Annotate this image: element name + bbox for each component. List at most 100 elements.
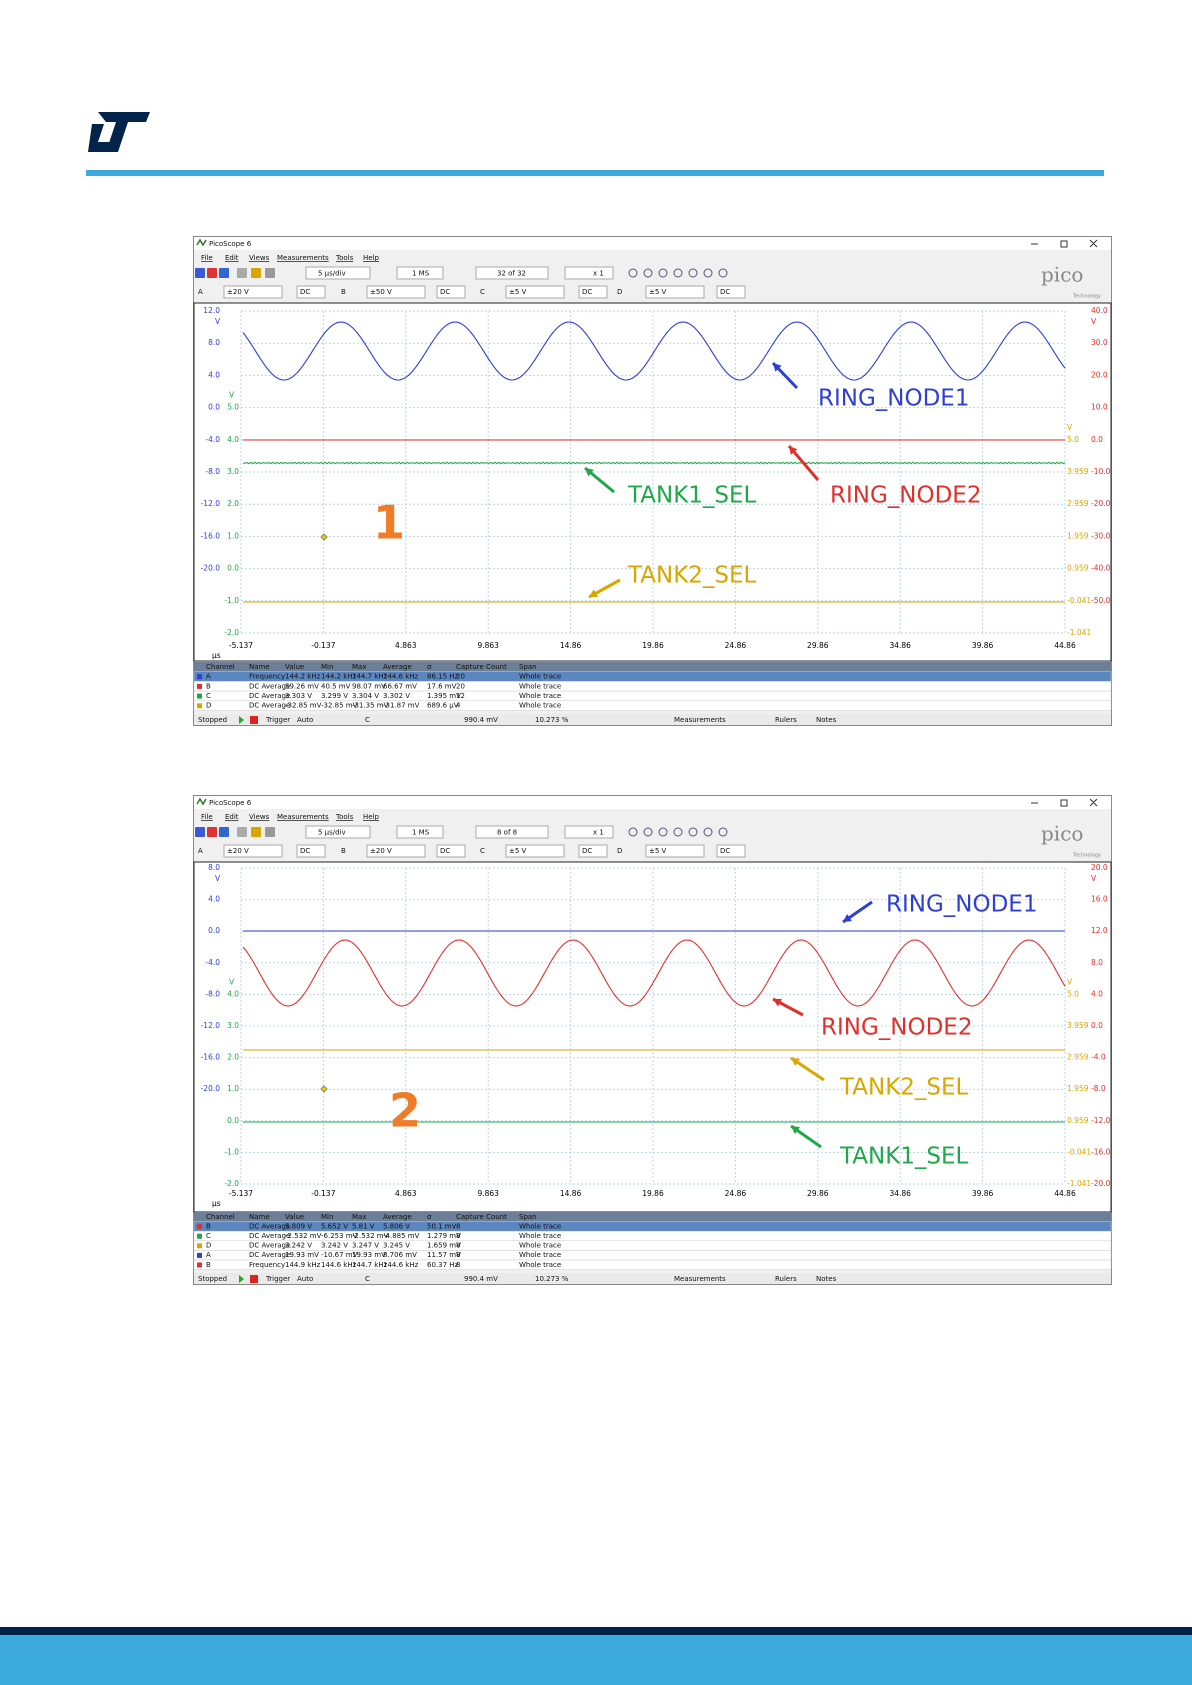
table-cell: DC Average xyxy=(249,1232,290,1240)
channel-swatch xyxy=(197,683,202,689)
y-tick-label: 1.959 xyxy=(1067,531,1089,540)
y-tick-label: 0.0 xyxy=(208,926,220,935)
table-cell: DC Average xyxy=(249,1251,290,1259)
y-tick-label: -30.0 xyxy=(1091,531,1111,540)
table-header xyxy=(194,662,1111,672)
annotation-arrowhead xyxy=(843,913,852,922)
x-tick-label: 24.86 xyxy=(725,641,747,650)
table-cell: DC Average xyxy=(249,702,290,710)
table-cell: 8 xyxy=(456,1251,460,1259)
y-tick-label: 0.0 xyxy=(1091,435,1103,444)
annotation-arrowhead xyxy=(789,446,798,455)
table-cell: 1.279 mV xyxy=(427,1232,461,1240)
channel-coupling: DC xyxy=(720,288,730,296)
status-item: 10.273 % xyxy=(535,716,569,724)
header-rule xyxy=(86,170,1104,176)
channel-swatch xyxy=(197,1252,202,1258)
table-cell: 66.67 mV xyxy=(383,682,417,690)
status-bar xyxy=(194,1273,1111,1284)
table-cell: 11.57 mV xyxy=(427,1251,461,1259)
y-axis-unit: V xyxy=(215,874,221,883)
x-tick-label: 44.86 xyxy=(1054,641,1076,650)
range-combo xyxy=(223,844,283,858)
run-button xyxy=(239,716,244,724)
channel-swatch xyxy=(197,693,202,699)
table-cell: DC Average xyxy=(249,1222,290,1230)
table-header-cell: Channel xyxy=(206,663,235,671)
y-axis-unit: V xyxy=(1091,874,1097,883)
status-item: C xyxy=(365,716,370,724)
combo-box xyxy=(305,266,371,280)
y-tick-label: 4.0 xyxy=(208,370,220,379)
table-cell: 59.26 mV xyxy=(285,682,319,690)
table-cell: C xyxy=(206,692,211,700)
table-cell: 144.6 kHz xyxy=(383,1261,419,1269)
menu-item: Edit xyxy=(225,254,239,262)
y-tick-label: 1.0 xyxy=(227,1084,239,1093)
trace-annotation: TANK2_SEL xyxy=(839,1075,969,1101)
tool-icon xyxy=(207,268,217,278)
y-tick-label: 5.0 xyxy=(1067,989,1079,998)
table-cell: -10.67 mV xyxy=(321,1251,358,1259)
table-cell: 3.242 V xyxy=(321,1242,348,1250)
y-tick-label: -12.0 xyxy=(201,1021,221,1030)
tool-icon xyxy=(658,268,668,278)
table-cell: A xyxy=(206,673,211,681)
trace-annotation: TANK1_SEL xyxy=(627,483,757,509)
channel-letter: A xyxy=(198,847,203,855)
table-cell: -2.532 mV xyxy=(285,1232,322,1240)
tool-icon xyxy=(688,827,698,837)
annotation-arrowhead xyxy=(773,363,782,372)
x-axis-unit: µs xyxy=(212,651,221,660)
brand-name: pico xyxy=(1041,263,1083,287)
y-tick-label: -40.0 xyxy=(1091,564,1111,573)
y-tick-label: -4.0 xyxy=(205,958,220,967)
table-cell: -2.532 mV xyxy=(352,1232,389,1240)
menu-item: Edit xyxy=(225,813,239,821)
table-cell: 8 xyxy=(456,1261,460,1269)
brand-tagline: Technology xyxy=(1072,853,1101,859)
x-tick-label: 34.86 xyxy=(889,1189,911,1198)
table-cell: Whole trace xyxy=(519,1261,561,1269)
channel-coupling: DC xyxy=(720,847,730,855)
channel-range: ±5 V xyxy=(649,288,667,296)
table-cell: 19.93 mV xyxy=(285,1251,319,1259)
table-cell: 8 xyxy=(456,1232,460,1240)
table-cell: 19.93 mV xyxy=(352,1251,386,1259)
channel-coupling: DC xyxy=(582,288,592,296)
channel-letter: D xyxy=(617,847,622,855)
table-cell: 3.299 V xyxy=(321,692,348,700)
channel-coupling: DC xyxy=(582,847,592,855)
scope-screenshot: PicoScope 6 File Edit Views Measurements Tool… xyxy=(193,795,1112,1285)
table-header-cell: Capture Count xyxy=(456,1213,507,1221)
menu-item: Tools xyxy=(335,254,354,262)
y-tick-label: 3.959 xyxy=(1067,467,1089,476)
y-tick-label: 12.0 xyxy=(1091,926,1108,935)
tool-icon xyxy=(703,827,713,837)
combo-box xyxy=(305,825,371,839)
tool-icon xyxy=(237,827,247,837)
y-tick-label: 16.0 xyxy=(1091,895,1108,904)
brand-tagline: Technology xyxy=(1072,294,1101,300)
tool-icon xyxy=(207,827,217,837)
y-tick-label: -12.0 xyxy=(1091,1116,1111,1125)
table-cell: 20 xyxy=(456,673,465,681)
y-tick-label: 4.0 xyxy=(1091,989,1103,998)
status-item: 990.4 mV xyxy=(464,716,498,724)
y-tick-label: 0.0 xyxy=(1091,1021,1103,1030)
y-tick-label: 2.959 xyxy=(1067,499,1089,508)
y-tick-label: -20.0 xyxy=(1091,499,1111,508)
table-header-cell: Max xyxy=(352,663,366,671)
table-cell: Whole trace xyxy=(519,702,561,710)
table-cell: 1.395 mV xyxy=(427,692,461,700)
coupling-combo xyxy=(716,285,746,299)
waveform-trace xyxy=(242,321,1066,381)
table-row xyxy=(193,700,1112,711)
y-tick-label: 10.0 xyxy=(1091,403,1108,412)
table-cell: Whole trace xyxy=(519,673,561,681)
menu-item: Measurements xyxy=(277,254,329,262)
table-header-cell: Capture Count xyxy=(456,663,507,671)
table-cell: 144.9 kHz xyxy=(285,1261,321,1269)
table-cell: 3.245 V xyxy=(383,1242,410,1250)
